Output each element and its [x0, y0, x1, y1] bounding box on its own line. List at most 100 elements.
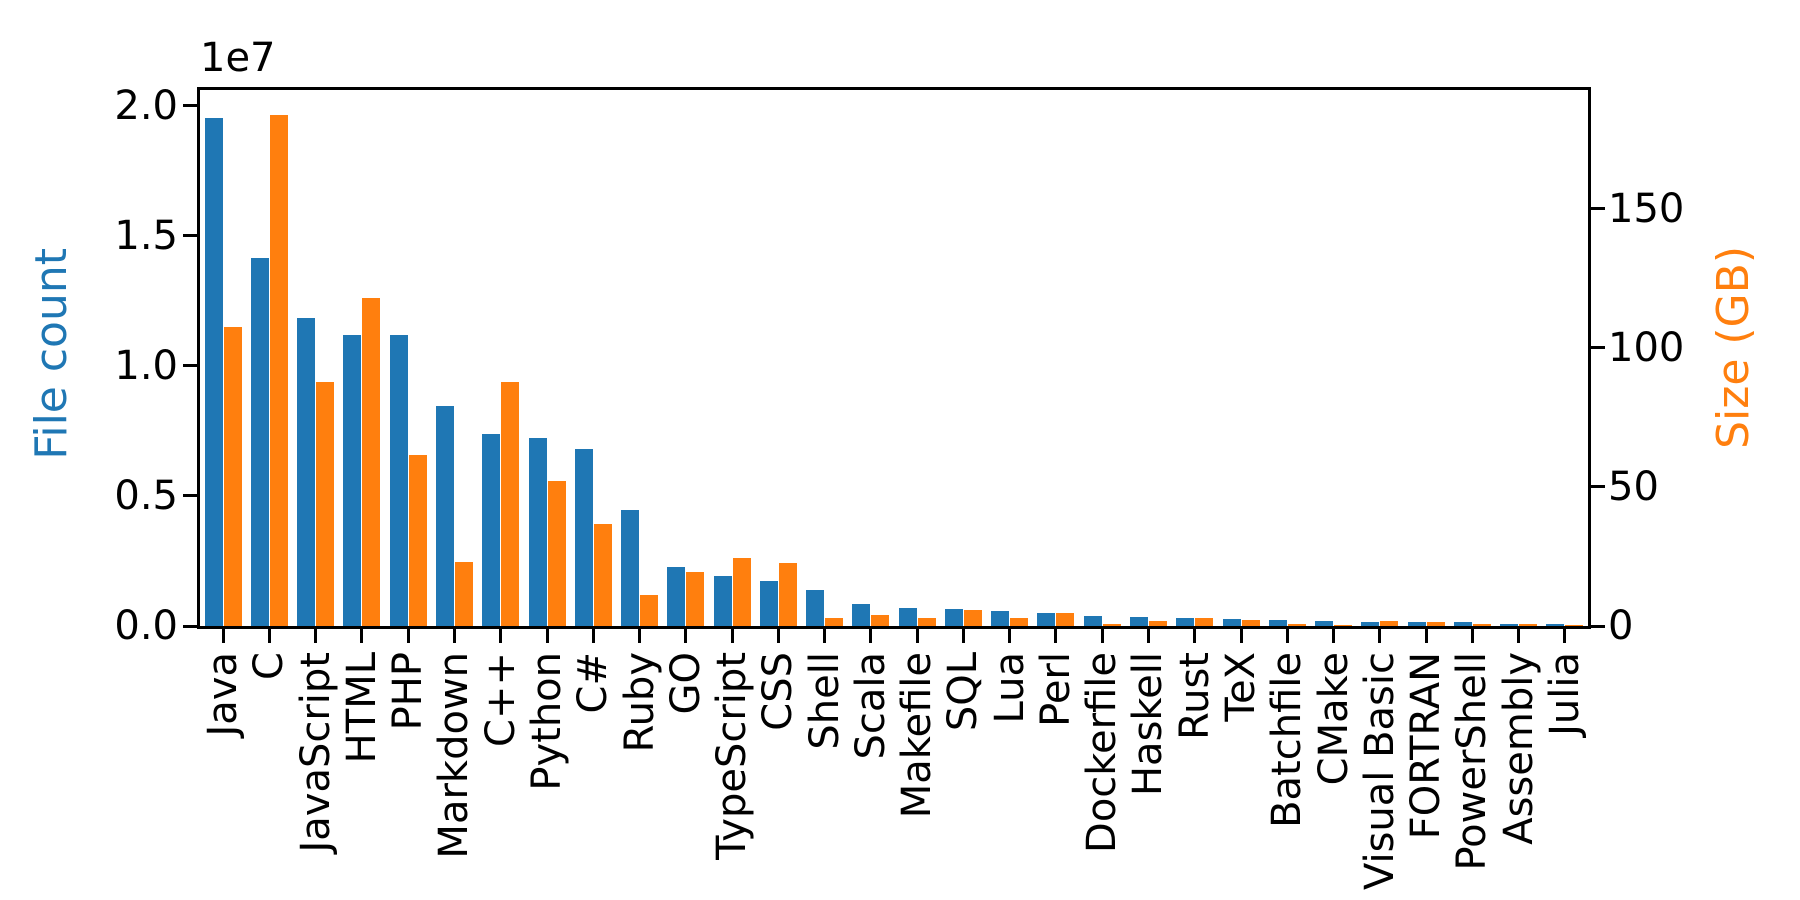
x-tick [1146, 629, 1150, 643]
bar-file-count-lua [991, 611, 1010, 626]
x-tick-label-julia: Julia [1541, 652, 1588, 736]
x-tick-label-cmake: CMake [1310, 652, 1357, 786]
bar-file-count-javascript [297, 318, 316, 626]
x-tick-label-c: C [246, 652, 293, 680]
x-tick [730, 629, 734, 643]
left-y-tick-label: 1.0 [114, 342, 178, 389]
x-tick-label-perl: Perl [1032, 652, 1079, 727]
x-tick-label-makefile: Makefile [894, 652, 941, 819]
bar-size-sql [963, 610, 982, 626]
bar-size-cmake [1334, 625, 1353, 626]
bar-size-visual-basic [1380, 621, 1399, 626]
x-tick-label-sql: SQL [940, 652, 987, 732]
x-tick [545, 629, 549, 643]
left-y-tick [183, 494, 197, 498]
x-tick-label-c: C# [570, 652, 617, 714]
bar-size-markdown [454, 562, 473, 626]
bar-size-java [223, 327, 242, 626]
bar-file-count-c [250, 258, 269, 626]
bar-file-count-dockerfile [1083, 616, 1102, 626]
bar-file-count-ruby [621, 510, 640, 626]
bar-file-count-sql [944, 609, 963, 626]
x-tick-label-batchfile: Batchfile [1264, 652, 1311, 828]
x-tick [499, 629, 503, 643]
bar-size-julia [1565, 625, 1584, 626]
right-y-tick-label: 100 [1608, 324, 1685, 371]
x-tick-label-haskell: Haskell [1125, 652, 1172, 797]
bar-file-count-css [759, 581, 778, 626]
x-tick [1100, 629, 1104, 643]
left-y-tick [183, 624, 197, 628]
x-tick-label-typescript: TypeScript [709, 652, 756, 860]
left-y-tick [183, 234, 197, 238]
x-tick [684, 629, 688, 643]
bar-size-c [269, 115, 288, 626]
bar-size-c [593, 524, 612, 626]
left-y-tick-label: 0.5 [114, 472, 178, 519]
x-tick [1424, 629, 1428, 643]
x-tick-label-rust: Rust [1171, 652, 1218, 740]
bar-size-scala [871, 615, 890, 626]
bar-size-makefile [917, 618, 936, 626]
bar-file-count-shell [806, 590, 825, 626]
bar-file-count-scala [852, 604, 871, 626]
bar-file-count-rust [1176, 618, 1195, 626]
bar-file-count-julia [1546, 624, 1565, 626]
plot-area [197, 87, 1591, 629]
right-y-tick-label: 0 [1608, 603, 1634, 649]
bar-size-dockerfile [1102, 624, 1121, 626]
x-tick [961, 629, 965, 643]
x-tick [1470, 629, 1474, 643]
x-tick-label-fortran: FORTRAN [1403, 652, 1450, 840]
bar-size-javascript [316, 382, 335, 626]
x-tick [360, 629, 364, 643]
right-y-tick-label: 50 [1608, 463, 1659, 510]
x-tick [1008, 629, 1012, 643]
bar-size-tex [1241, 620, 1260, 626]
x-tick [1193, 629, 1197, 643]
x-tick [267, 629, 271, 643]
right-y-tick [1591, 346, 1605, 350]
bar-file-count-tex [1222, 619, 1241, 626]
bar-file-count-fortran [1407, 622, 1426, 626]
bar-size-lua [1010, 618, 1029, 626]
right-y-tick [1591, 485, 1605, 489]
bar-file-count-java [204, 118, 223, 626]
bar-file-count-typescript [713, 576, 732, 626]
bar-size-html [362, 298, 381, 626]
left-y-tick-label: 2.0 [114, 82, 178, 129]
x-tick [406, 629, 410, 643]
x-tick [452, 629, 456, 643]
x-tick-label-c: C++ [477, 652, 524, 747]
x-tick-label-lua: Lua [986, 652, 1033, 724]
bar-size-perl [1056, 613, 1075, 626]
x-tick-label-java: Java [200, 652, 247, 737]
x-tick [591, 629, 595, 643]
left-y-tick [183, 104, 197, 108]
x-tick-label-markdown: Markdown [431, 652, 478, 859]
x-tick-label-tex: TeX [1218, 652, 1264, 722]
x-tick [314, 629, 318, 643]
bar-file-count-batchfile [1268, 620, 1287, 626]
x-tick [1332, 629, 1336, 643]
x-tick [823, 629, 827, 643]
right-y-tick-label: 150 [1608, 185, 1685, 232]
bar-file-count-perl [1037, 613, 1056, 626]
bar-file-count-assembly [1500, 624, 1519, 626]
bar-size-python [547, 481, 566, 626]
bar-size-powershell [1472, 624, 1491, 626]
bar-file-count-makefile [898, 608, 917, 626]
x-tick [869, 629, 873, 643]
bar-size-c [501, 382, 520, 626]
bar-file-count-markdown [435, 406, 454, 626]
bar-file-count-html [343, 335, 362, 626]
bar-file-count-powershell [1453, 622, 1472, 626]
bar-size-css [778, 563, 797, 626]
x-tick-label-python: Python [524, 652, 570, 791]
bar-file-count-c [482, 434, 501, 626]
x-tick [1054, 629, 1058, 643]
bar-size-php [408, 455, 427, 626]
x-tick [1285, 629, 1289, 643]
bar-file-count-haskell [1129, 617, 1148, 626]
left-y-tick-label: 0.0 [114, 603, 178, 649]
